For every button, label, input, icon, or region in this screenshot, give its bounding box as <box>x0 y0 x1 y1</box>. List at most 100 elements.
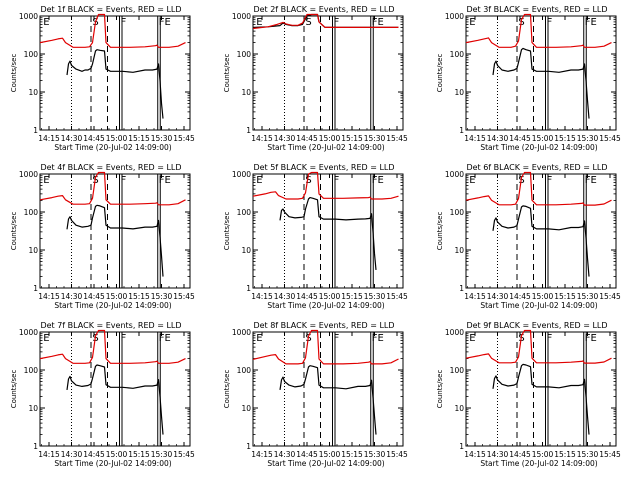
series-line-lld <box>39 13 186 48</box>
series-line-events <box>66 204 164 277</box>
detector-panel-5: Det 5f BLACK = Events, RED = LLD 1 10 100 10… <box>223 163 408 310</box>
y-tick-label: 100 <box>237 366 252 375</box>
x-axis-label: Start Time (20-Jul-02 14:09:00) <box>267 459 384 468</box>
marker-label-s: S <box>305 17 311 28</box>
y-tick-label: 1000 <box>445 328 464 337</box>
x-tick-label: 14:45 <box>296 292 318 301</box>
y-tick-label: 100 <box>24 366 39 375</box>
y-tick-label: 1000 <box>232 12 251 21</box>
marker-label-e: E <box>469 175 475 186</box>
series-line-lld <box>465 13 612 48</box>
x-tick-label: 15:45 <box>386 292 408 301</box>
x-tick-label: 14:15 <box>251 292 273 301</box>
marker-label-f: F <box>121 175 127 186</box>
x-tick-label: 15:45 <box>599 450 621 459</box>
x-tick-label: 15:15 <box>341 450 363 459</box>
x-tick-label: 14:15 <box>464 450 486 459</box>
y-tick-label: 1 <box>459 284 464 293</box>
y-axis-label: Counts/sec <box>223 54 231 93</box>
y-tick-label: 10 <box>28 404 38 413</box>
marker-label-s: S <box>305 175 311 186</box>
x-tick-label: 15:30 <box>364 450 386 459</box>
series-line-lld <box>465 171 612 206</box>
x-tick-label: 14:45 <box>83 134 105 143</box>
panel-title: Det 8f BLACK = Events, RED = LLD <box>253 321 394 330</box>
x-tick-label: 14:45 <box>509 450 531 459</box>
y-tick-label: 1 <box>33 126 38 135</box>
y-tick-label: 10 <box>28 246 38 255</box>
panel-title: Det 5f BLACK = Events, RED = LLD <box>253 163 394 172</box>
detector-panel-4: Det 4f BLACK = Events, RED = LLD 1 10 100 10… <box>10 163 195 310</box>
x-tick-label: 15:00 <box>319 134 341 143</box>
x-tick-label: 15:30 <box>364 134 386 143</box>
y-axis-label: Counts/sec <box>436 54 444 93</box>
x-tick-label: 14:30 <box>274 450 296 459</box>
marker-label-e: E <box>469 17 475 28</box>
marker-label-e: E <box>43 175 49 186</box>
panel-title: Det 6f BLACK = Events, RED = LLD <box>466 163 607 172</box>
x-tick-label: 14:15 <box>38 450 60 459</box>
detector-panel-6: Det 6f BLACK = Events, RED = LLD 1 10 100 10… <box>436 163 621 310</box>
y-tick-label: 100 <box>450 366 465 375</box>
x-tick-label: 15:00 <box>106 292 128 301</box>
y-tick-label: 1 <box>33 442 38 451</box>
y-tick-label: 1 <box>246 126 251 135</box>
marker-label-f: F <box>334 175 340 186</box>
x-axis-label: Start Time (20-Jul-02 14:09:00) <box>267 143 384 152</box>
x-tick-label: 15:15 <box>128 134 150 143</box>
y-tick-label: 100 <box>450 50 465 59</box>
x-axis-label: Start Time (20-Jul-02 14:09:00) <box>54 459 171 468</box>
marker-label-fe: FE <box>372 333 384 344</box>
detector-panel-1: Det 1f BLACK = Events, RED = LLD 1 10 100 10… <box>10 5 195 152</box>
x-tick-label: 14:30 <box>61 292 83 301</box>
plot-frame <box>465 331 617 447</box>
marker-label-f: F <box>334 333 340 344</box>
y-axis-label: Counts/sec <box>436 370 444 409</box>
marker-label-f: F <box>121 333 127 344</box>
series-line-events <box>492 363 590 435</box>
x-tick-label: 15:30 <box>151 134 173 143</box>
x-axis-label: Start Time (20-Jul-02 14:09:00) <box>480 459 597 468</box>
series-line-lld <box>39 329 186 364</box>
x-tick-label: 15:30 <box>151 450 173 459</box>
x-tick-label: 14:15 <box>38 134 60 143</box>
marker-label-fe: FE <box>159 333 171 344</box>
plot-frame <box>39 173 191 289</box>
plot-frame <box>39 15 191 131</box>
marker-label-fe: FE <box>585 175 597 186</box>
y-axis-label: Counts/sec <box>436 212 444 251</box>
plot-frame <box>465 173 617 289</box>
y-tick-label: 100 <box>24 208 39 217</box>
panel-title: Det 7f BLACK = Events, RED = LLD <box>40 321 181 330</box>
x-tick-label: 15:00 <box>532 292 554 301</box>
y-axis-label: Counts/sec <box>10 54 18 93</box>
x-tick-label: 14:30 <box>61 134 83 143</box>
y-tick-label: 1000 <box>445 170 464 179</box>
marker-label-e: E <box>469 333 475 344</box>
y-tick-label: 1 <box>246 284 251 293</box>
marker-label-e: E <box>256 17 262 28</box>
y-axis-label: Counts/sec <box>10 370 18 409</box>
x-tick-label: 15:15 <box>554 134 576 143</box>
y-tick-label: 1 <box>33 284 38 293</box>
series-line-events <box>279 197 377 270</box>
series-line-lld <box>39 171 186 206</box>
y-tick-label: 10 <box>241 88 251 97</box>
y-tick-label: 10 <box>241 404 251 413</box>
x-tick-label: 14:15 <box>251 134 273 143</box>
panel-title: Det 1f BLACK = Events, RED = LLD <box>40 5 181 14</box>
y-tick-label: 1000 <box>232 170 251 179</box>
x-tick-label: 14:15 <box>38 292 60 301</box>
x-tick-label: 15:45 <box>173 450 195 459</box>
marker-label-f: F <box>334 17 340 28</box>
marker-label-fe: FE <box>159 175 171 186</box>
x-tick-label: 15:15 <box>128 450 150 459</box>
x-axis-label: Start Time (20-Jul-02 14:09:00) <box>267 301 384 310</box>
x-tick-label: 15:45 <box>599 134 621 143</box>
marker-label-fe: FE <box>372 17 384 28</box>
marker-label-e: E <box>256 175 262 186</box>
series-line-lld <box>252 13 399 30</box>
x-tick-label: 14:30 <box>274 134 296 143</box>
x-axis-label: Start Time (20-Jul-02 14:09:00) <box>54 301 171 310</box>
